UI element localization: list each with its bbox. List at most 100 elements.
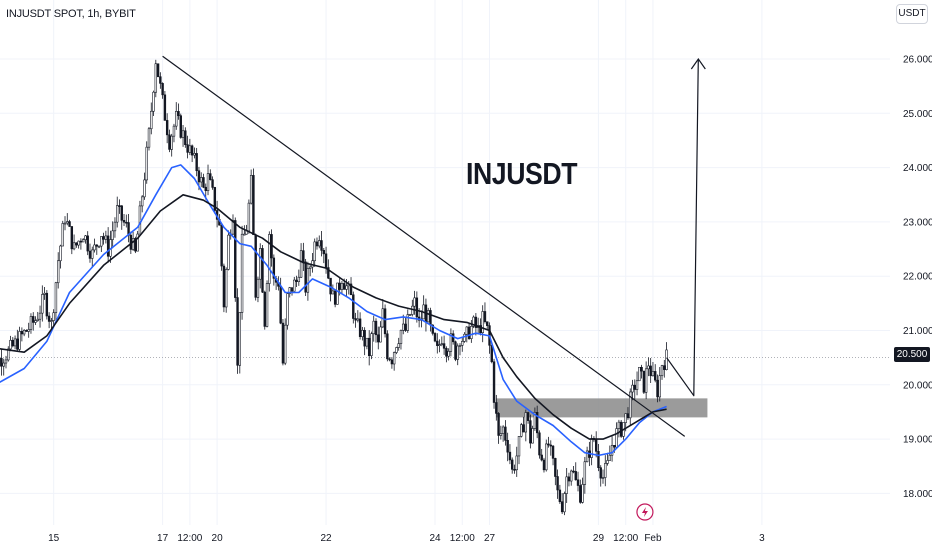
candle-body — [336, 282, 339, 305]
candle-body — [249, 175, 253, 204]
candle-body — [204, 186, 207, 192]
candle-body — [288, 287, 291, 294]
symbol-title[interactable]: INJUSDT SPOT, 1h, BYBIT — [6, 8, 136, 20]
candle-body — [75, 242, 78, 246]
candle-body — [617, 421, 621, 429]
candle-body — [404, 323, 407, 331]
candle-body — [399, 330, 403, 344]
candle-body — [134, 238, 137, 252]
candle-body — [545, 443, 548, 471]
candle-body — [163, 94, 167, 121]
candle-body — [254, 234, 257, 298]
candle-body — [50, 320, 53, 322]
candle-body — [642, 370, 646, 393]
candle-body — [56, 260, 60, 284]
candle-body — [252, 175, 255, 236]
candle-body — [16, 338, 19, 350]
candle-body — [427, 310, 430, 323]
candle-body — [61, 223, 64, 247]
candle-body — [647, 365, 650, 370]
candle-body — [179, 115, 182, 138]
candle-body — [143, 179, 146, 198]
candle-body — [556, 476, 559, 491]
candle-body — [13, 338, 17, 347]
candle-body — [581, 484, 584, 503]
candle-body — [408, 314, 412, 316]
currency-button[interactable]: USDT — [896, 4, 928, 24]
candle-body — [365, 337, 369, 347]
candle-body — [9, 339, 12, 350]
candle-body — [340, 283, 344, 290]
candle-body — [558, 489, 562, 502]
candle-body — [449, 333, 453, 352]
candle-body — [81, 239, 85, 243]
candle-body — [222, 265, 226, 308]
candle-body — [390, 359, 394, 365]
candle-body — [461, 341, 464, 346]
candle-body — [570, 470, 573, 482]
ema-slow-line — [0, 194, 667, 440]
trendline — [162, 55, 686, 437]
candle-body — [104, 235, 108, 240]
candle-body — [451, 333, 455, 343]
candle-body — [156, 63, 160, 77]
candle-body — [45, 292, 49, 317]
x-tick-label: 12:00 — [177, 533, 202, 544]
candle-body — [370, 333, 373, 357]
candle-body — [20, 331, 24, 335]
candle-body — [604, 463, 607, 478]
candle-body — [68, 221, 71, 227]
candle-body — [211, 179, 214, 188]
candle-body — [506, 440, 509, 453]
candle-body — [529, 420, 532, 444]
candle-body — [638, 366, 641, 382]
candle-body — [397, 343, 400, 348]
candle-body — [202, 177, 205, 188]
candle-body — [188, 145, 192, 153]
candle-body — [495, 402, 498, 414]
candle-body — [361, 329, 364, 337]
candle-body — [567, 476, 571, 482]
candle-body — [47, 315, 51, 322]
candle-body — [510, 459, 514, 470]
y-tick-label: 18.000 — [903, 489, 932, 500]
candle-body — [626, 413, 630, 419]
candle-body — [120, 205, 123, 221]
candle-body — [524, 412, 528, 433]
candle-body — [302, 250, 305, 263]
candle-body — [363, 329, 366, 347]
candle-body — [574, 471, 577, 481]
candle-body — [601, 477, 605, 479]
candle-body — [79, 240, 83, 243]
candle-body — [93, 244, 96, 251]
x-tick-label: 20 — [212, 533, 224, 544]
candle-body — [315, 241, 319, 247]
candle-body — [463, 333, 466, 342]
candle-body — [629, 391, 632, 419]
candle-body — [313, 241, 316, 262]
candle-body — [318, 240, 321, 247]
candle-body — [265, 283, 269, 327]
candle-body — [656, 379, 659, 398]
candle-body — [18, 331, 21, 350]
candle-body — [517, 436, 521, 457]
candle-body — [177, 111, 180, 116]
candle-body — [522, 424, 525, 433]
candle-body — [554, 458, 557, 477]
candle-body — [11, 339, 14, 347]
candle-body — [631, 384, 634, 393]
candle-body — [431, 324, 434, 334]
y-tick-label: 21.000 — [903, 326, 932, 337]
candle-body — [236, 297, 239, 366]
candle-body — [531, 428, 534, 444]
candle-body — [644, 368, 648, 393]
candle-body — [383, 308, 387, 335]
candle-body — [499, 433, 503, 436]
candle-body — [508, 451, 512, 461]
lightning-glyph — [641, 507, 648, 517]
candle-body — [374, 320, 378, 336]
candle-body — [281, 322, 285, 364]
candle-body — [367, 337, 371, 357]
